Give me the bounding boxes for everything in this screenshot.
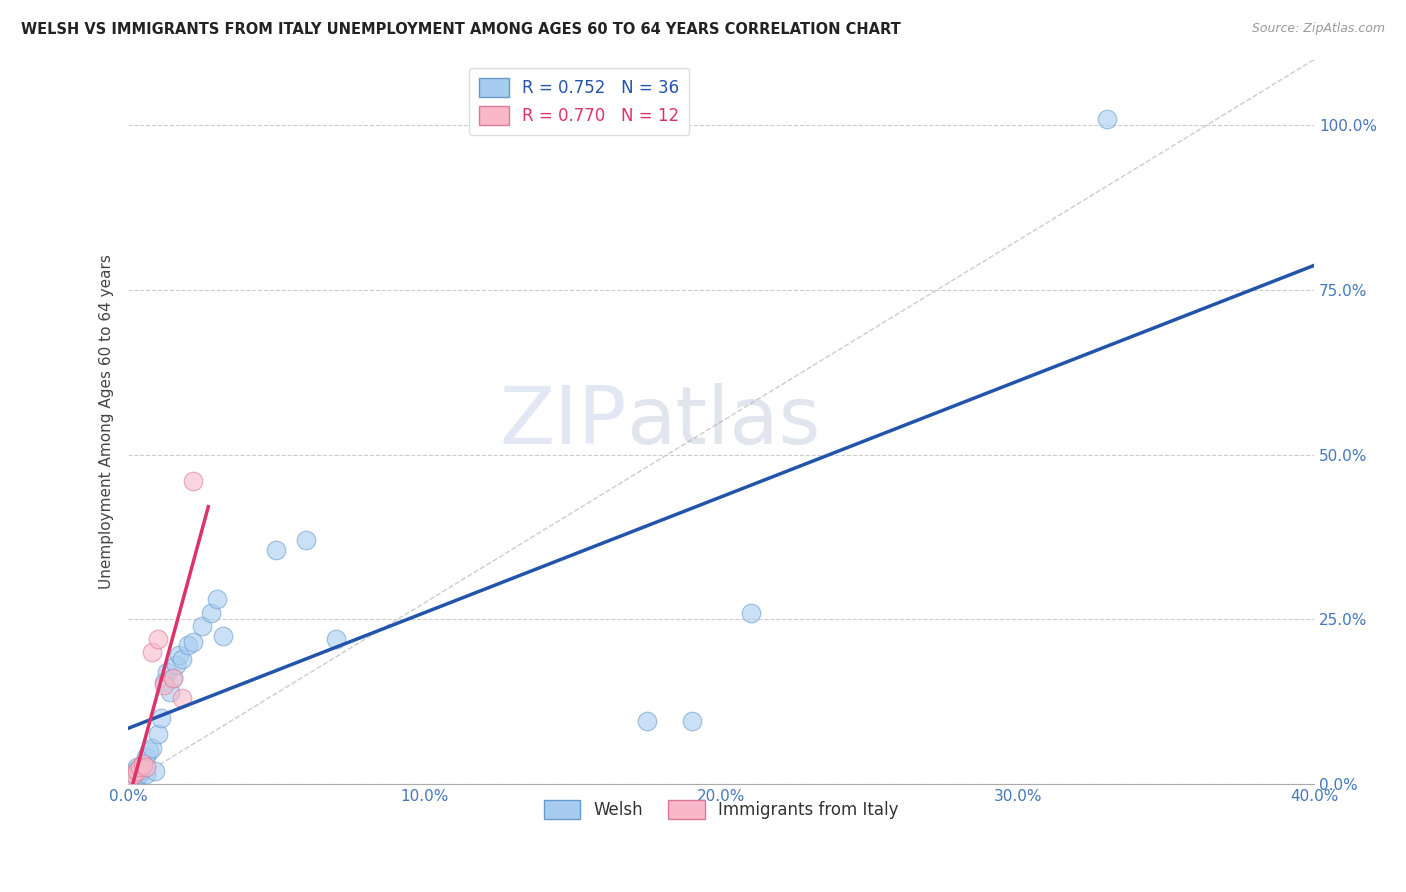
Point: [141, 740, 163, 755]
Point: [122, 764, 145, 778]
Point: [138, 744, 160, 758]
Point: [129, 760, 152, 774]
Point: [176, 639, 198, 653]
Point: [165, 658, 187, 673]
Point: [159, 684, 181, 698]
Point: [129, 767, 152, 781]
Legend: Welsh, Immigrants from Italy: Welsh, Immigrants from Italy: [537, 794, 905, 826]
Point: [127, 770, 149, 784]
Point: [266, 543, 288, 558]
Point: [127, 764, 149, 778]
Point: [122, 767, 145, 781]
Point: [129, 764, 152, 778]
Point: [153, 678, 176, 692]
Point: [740, 606, 762, 620]
Point: [132, 756, 155, 771]
Point: [120, 770, 142, 784]
Text: WELSH VS IMMIGRANTS FROM ITALY UNEMPLOYMENT AMONG AGES 60 TO 64 YEARS CORRELATIO: WELSH VS IMMIGRANTS FROM ITALY UNEMPLOYM…: [21, 22, 901, 37]
Point: [127, 760, 149, 774]
Point: [325, 632, 347, 646]
Point: [132, 760, 155, 774]
Point: [191, 619, 214, 633]
Point: [681, 714, 703, 729]
Y-axis label: Unemployment Among Ages 60 to 64 years: Unemployment Among Ages 60 to 64 years: [100, 254, 114, 589]
Point: [146, 727, 169, 741]
Point: [141, 645, 163, 659]
Point: [135, 750, 157, 764]
Point: [153, 674, 176, 689]
Point: [183, 635, 205, 649]
Point: [120, 770, 142, 784]
Text: Source: ZipAtlas.com: Source: ZipAtlas.com: [1251, 22, 1385, 36]
Point: [183, 474, 205, 488]
Point: [205, 592, 228, 607]
Point: [149, 711, 172, 725]
Point: [200, 606, 222, 620]
Point: [143, 764, 166, 778]
Point: [212, 629, 235, 643]
Point: [162, 672, 184, 686]
Point: [295, 533, 318, 548]
Point: [170, 651, 193, 665]
Point: [1095, 112, 1118, 126]
Text: ZIP: ZIP: [499, 383, 626, 460]
Point: [636, 714, 658, 729]
Point: [122, 767, 145, 781]
Point: [132, 756, 155, 771]
Point: [170, 691, 193, 706]
Point: [156, 665, 179, 679]
Point: [167, 648, 190, 663]
Point: [146, 632, 169, 646]
Text: atlas: atlas: [626, 383, 821, 460]
Point: [135, 767, 157, 781]
Point: [135, 760, 157, 774]
Point: [162, 672, 184, 686]
